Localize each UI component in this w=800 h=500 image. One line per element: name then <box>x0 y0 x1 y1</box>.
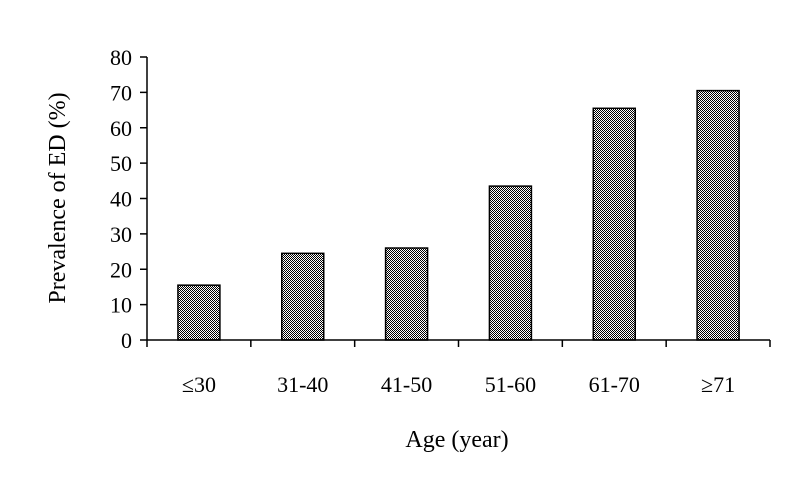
bar-6 <box>696 89 740 341</box>
x-ticks-group: ≤30 31-40 41-50 51-60 61-70 ≥71 <box>146 340 771 397</box>
x-tick-label: ≤30 <box>182 372 216 397</box>
x-tick-label: 51-60 <box>485 372 536 397</box>
y-tick-label: 50 <box>110 151 132 176</box>
x-axis-title: Age (year) <box>405 427 508 453</box>
bar-4 <box>488 185 533 341</box>
x-tick-label: 61-70 <box>589 372 640 397</box>
y-tick-label: 40 <box>110 187 132 212</box>
y-tick-label: 20 <box>110 257 132 282</box>
bar-1 <box>177 284 221 341</box>
bar-3 <box>384 247 429 341</box>
y-tick-label: 0 <box>121 328 132 353</box>
y-axis-title: Prevalence of ED (%) <box>45 92 71 303</box>
x-tick-label: 41-50 <box>381 372 432 397</box>
y-ticks-group: 0 10 20 30 40 50 60 70 80 <box>110 45 147 353</box>
axes-group <box>146 57 770 341</box>
bar-2 <box>281 252 325 341</box>
y-tick-label: 30 <box>110 222 132 247</box>
y-tick-label: 80 <box>110 45 132 70</box>
y-tick-label: 10 <box>110 293 132 318</box>
y-tick-label: 60 <box>110 116 132 141</box>
bars-group <box>177 89 740 341</box>
bar-5 <box>592 107 636 341</box>
y-tick-label: 70 <box>110 80 132 105</box>
x-tick-label: 31-40 <box>277 372 328 397</box>
x-tick-label: ≥71 <box>701 372 735 397</box>
